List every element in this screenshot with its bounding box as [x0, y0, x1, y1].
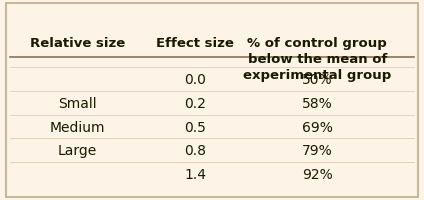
- Text: Small: Small: [58, 97, 97, 111]
- Text: Relative size: Relative size: [30, 37, 125, 50]
- Text: 0.2: 0.2: [184, 97, 206, 111]
- Text: 79%: 79%: [302, 144, 333, 158]
- Text: 58%: 58%: [302, 97, 333, 111]
- Text: Medium: Medium: [50, 121, 105, 135]
- Text: 50%: 50%: [302, 73, 332, 87]
- Text: % of control group
below the mean of
experimental group: % of control group below the mean of exp…: [243, 37, 391, 82]
- Text: 92%: 92%: [302, 168, 333, 182]
- Text: 0.5: 0.5: [184, 121, 206, 135]
- Text: 69%: 69%: [302, 121, 333, 135]
- Text: 1.4: 1.4: [184, 168, 206, 182]
- Text: Large: Large: [58, 144, 97, 158]
- Text: Effect size: Effect size: [156, 37, 234, 50]
- Text: 0.8: 0.8: [184, 144, 206, 158]
- FancyBboxPatch shape: [6, 3, 418, 197]
- Text: 0.0: 0.0: [184, 73, 206, 87]
